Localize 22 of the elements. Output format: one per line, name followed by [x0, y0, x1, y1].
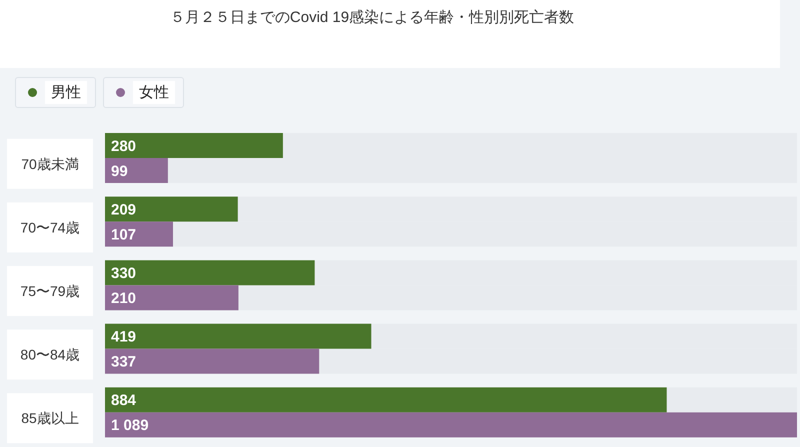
legend-label: 男性 [45, 81, 87, 104]
y-tick-label: 70〜74歳 [20, 219, 80, 236]
chart-title: ５月２５日までのCovid 19感染による年齢・性別別死亡者数 [168, 8, 576, 27]
bar [105, 158, 168, 183]
data-label: 884 [111, 392, 137, 410]
y-tick-label: 80〜84歳 [20, 346, 80, 363]
bar [105, 222, 173, 247]
y-tick-label: 75〜79歳 [20, 283, 80, 299]
data-label: 419 [111, 328, 136, 346]
data-label: 337 [111, 354, 136, 371]
data-label: 107 [111, 226, 136, 244]
data-label: 209 [111, 201, 136, 218]
y-tick-label: 70歳未満 [21, 156, 79, 172]
data-label: 210 [111, 290, 136, 308]
bar [105, 285, 238, 310]
y-tick-label: 85歳以上 [21, 410, 79, 426]
data-label: 330 [111, 265, 136, 282]
data-label: 1 089 [111, 417, 149, 434]
legend-label: 女性 [133, 81, 175, 104]
data-label: 280 [111, 138, 136, 155]
data-label: 99 [111, 162, 128, 180]
bar [105, 196, 238, 222]
